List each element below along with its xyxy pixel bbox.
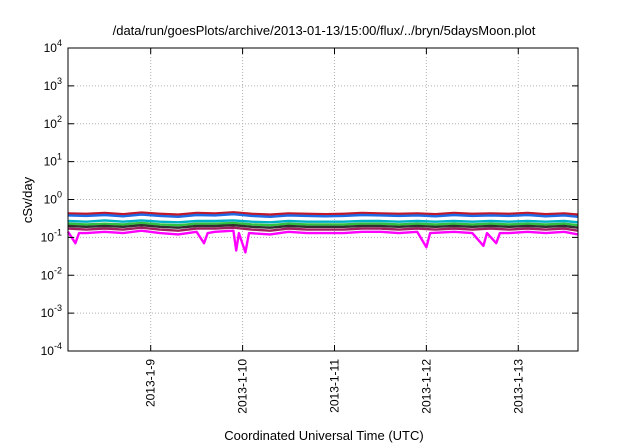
chart-title: /data/run/goesPlots/archive/2013-01-13/1… <box>113 23 536 38</box>
ticks <box>68 47 578 352</box>
y-tick-label: 102 <box>44 114 62 131</box>
series-line-2 <box>67 212 579 219</box>
y-tick-exponent: 1 <box>57 152 62 162</box>
y-tick-exponent: -3 <box>54 303 62 313</box>
y-tick-base: 10 <box>41 344 55 358</box>
y-tick-exponent: -4 <box>54 341 62 351</box>
y-tick-base: 10 <box>44 155 58 169</box>
y-tick-label: 104 <box>44 38 62 55</box>
y-axis-title: cSv/day <box>20 176 35 223</box>
y-tick-exponent: -1 <box>54 227 62 237</box>
y-tick-base: 10 <box>44 79 58 93</box>
y-tick-base: 10 <box>41 306 55 320</box>
grid <box>68 48 578 351</box>
y-tick-label: 10-3 <box>41 303 62 320</box>
series-line-5 <box>67 223 579 229</box>
y-tick-exponent: 0 <box>57 190 62 200</box>
x-tick-label: 2013-1-13 <box>511 359 525 414</box>
y-tick-exponent: -2 <box>54 265 62 275</box>
y-tick-exponent: 2 <box>57 114 62 124</box>
y-tick-label: 100 <box>44 190 62 207</box>
x-tick-label: 2013-1-10 <box>236 359 250 414</box>
y-tick-label: 101 <box>44 152 62 169</box>
y-tick-base: 10 <box>44 117 58 131</box>
series-layer <box>66 211 579 254</box>
series-line-6 <box>67 226 579 232</box>
y-tick-base: 10 <box>44 41 58 55</box>
y-tick-base: 10 <box>41 230 55 244</box>
x-tick-label: 2013-1-11 <box>327 359 341 413</box>
y-tick-exponent: 3 <box>57 76 62 86</box>
series-line-3 <box>67 219 579 224</box>
y-tick-label: 103 <box>44 76 62 93</box>
x-axis-title: Coordinated Universal Time (UTC) <box>224 428 423 443</box>
y-tick-exponent: 4 <box>57 38 62 48</box>
y-tick-label: 10-2 <box>41 265 62 282</box>
series-line-7 <box>66 229 579 254</box>
y-tick-base: 10 <box>44 193 58 207</box>
x-tick-label: 2013-1-12 <box>419 359 433 414</box>
x-tick-labels: 2013-1-9 2013-1-10 2013-1-11 2013-1-12 2013-… <box>144 359 526 414</box>
y-tick-base: 10 <box>41 268 55 282</box>
x-tick-label: 2013-1-9 <box>144 359 158 407</box>
series-line-1 <box>67 211 579 216</box>
y-tick-label: 10-1 <box>41 227 62 244</box>
y-tick-label: 10-4 <box>41 341 62 358</box>
series-line-4 <box>67 221 579 227</box>
